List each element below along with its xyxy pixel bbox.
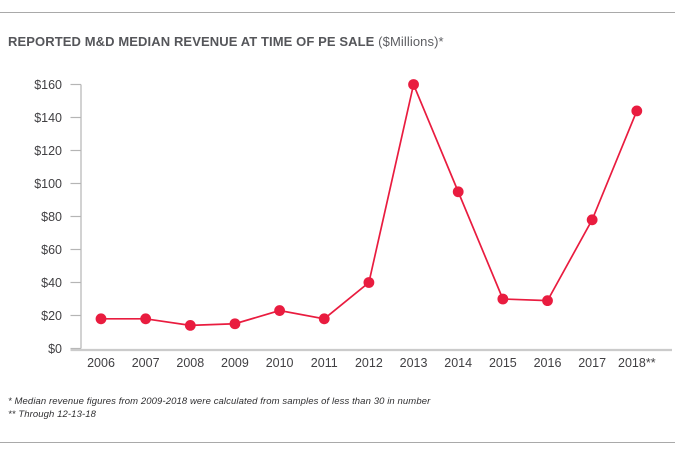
x-tick-label: 2016 — [534, 356, 562, 370]
data-point-2007 — [140, 313, 152, 325]
footnote-sample-size: * Median revenue figures from 2009-2018 … — [8, 396, 431, 407]
data-point-2008 — [184, 320, 196, 331]
revenue-line — [101, 81, 638, 327]
data-point-2010 — [274, 305, 285, 316]
data-point-2015 — [497, 293, 509, 305]
chart-title-main: REPORTED M&D MEDIAN REVENUE AT TIME OF P… — [8, 34, 375, 49]
x-tick-label: 2013 — [400, 356, 428, 370]
x-tick-label: 2018** — [618, 356, 656, 370]
x-tick-label: 2017 — [578, 356, 606, 370]
chart-title: REPORTED M&D MEDIAN REVENUE AT TIME OF P… — [8, 34, 444, 49]
x-tick-label: 2010 — [266, 356, 294, 370]
data-point-2017 — [586, 214, 598, 226]
x-tick-label: 2011 — [311, 356, 338, 370]
x-tick-label: 2008 — [176, 356, 204, 370]
y-tick-label: $120 — [34, 144, 62, 158]
y-tick-label: $60 — [41, 243, 62, 257]
data-point-2012 — [363, 277, 375, 288]
data-point-2006 — [95, 313, 107, 325]
bottom-divider-rule — [0, 442, 675, 443]
y-tick-label: $80 — [41, 210, 62, 224]
data-point-2016 — [542, 295, 553, 307]
x-tick-label: 2014 — [444, 356, 472, 370]
y-tick-label: $20 — [41, 309, 62, 323]
x-tick-label: 2012 — [355, 356, 383, 370]
y-tick-label: $0 — [48, 342, 62, 356]
x-tick-label: 2007 — [132, 356, 160, 370]
data-point-2009 — [229, 318, 241, 330]
footnotes: * Median revenue figures from 2009-2018 … — [8, 396, 430, 421]
y-tick-label: $160 — [34, 78, 62, 92]
y-tick-label: $140 — [34, 111, 62, 125]
data-point-2014 — [452, 186, 464, 198]
chart-title-unit: ($Millions)* — [374, 34, 444, 49]
data-point-2011 — [318, 313, 330, 325]
x-tick-label: 2009 — [221, 356, 249, 370]
footnote-through-date: ** Through 12-13-18 — [8, 408, 96, 420]
data-point-2013 — [408, 79, 419, 90]
x-tick-label: 2006 — [87, 356, 115, 370]
y-tick-label: $100 — [34, 177, 62, 191]
y-tick-label: $40 — [41, 276, 62, 290]
x-tick-label: 2015 — [489, 356, 517, 370]
top-divider-rule — [0, 12, 675, 13]
data-point-2018 — [631, 105, 643, 117]
